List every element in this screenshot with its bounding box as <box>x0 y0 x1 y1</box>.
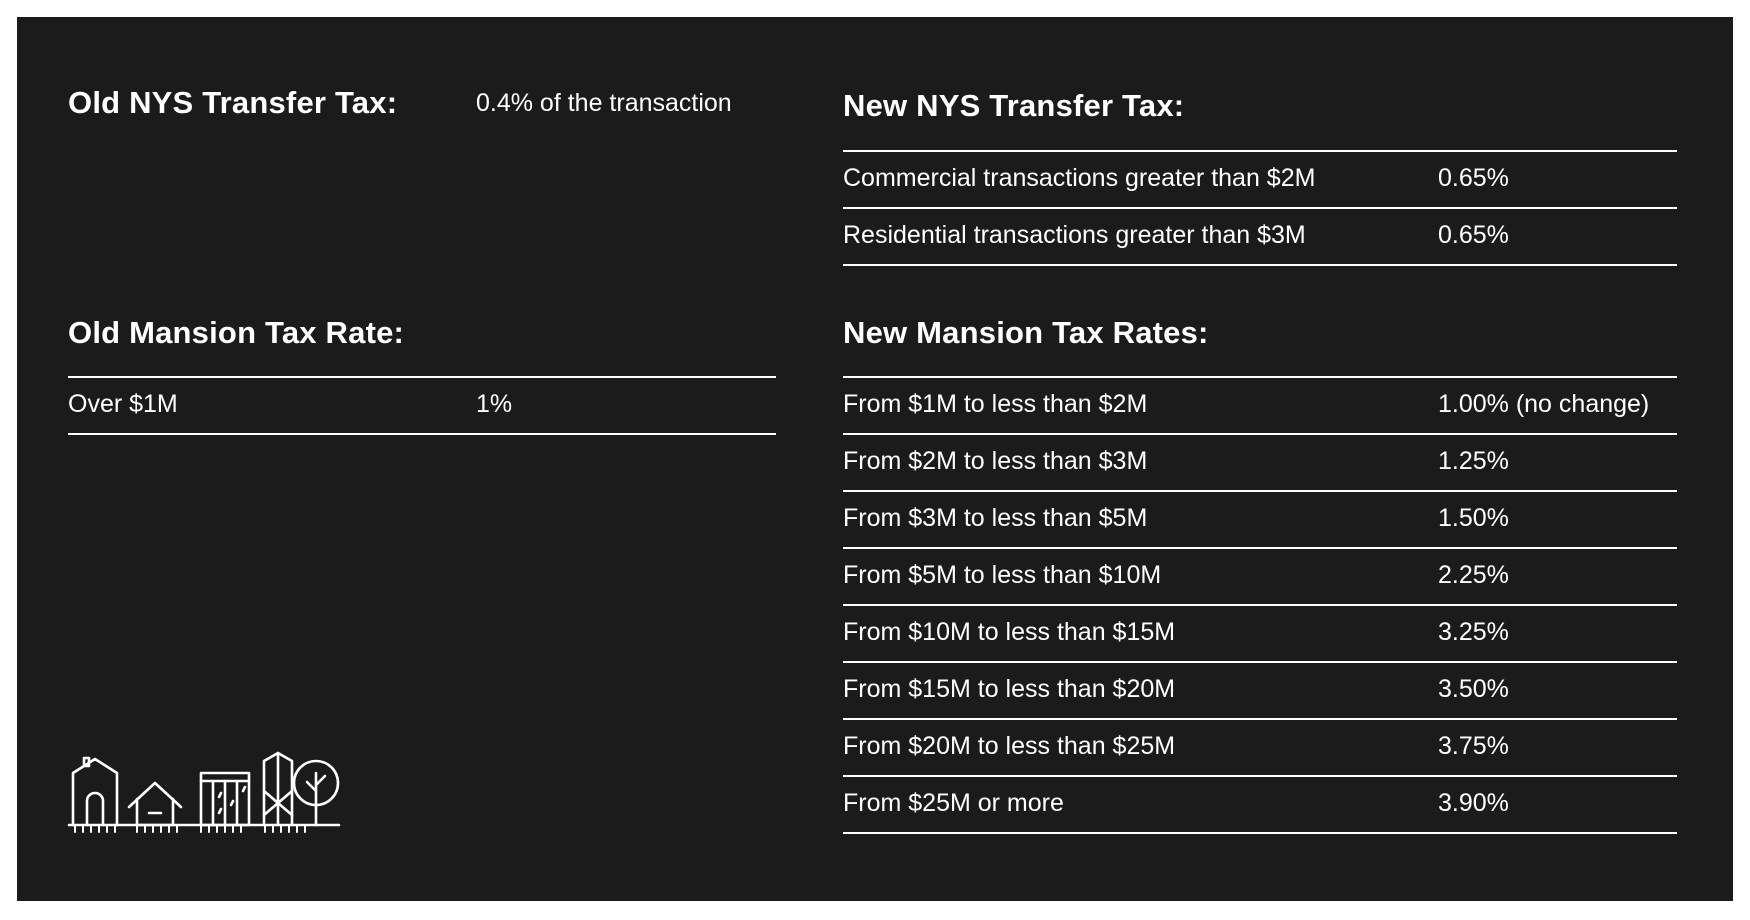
rate-label: From $2M to less than $3M <box>843 447 1148 475</box>
rate-value: 0.65% <box>1438 164 1509 192</box>
new-mansion-tax-heading: New Mansion Tax Rates: <box>843 315 1209 350</box>
table-row: From $5M to less than $10M 2.25% <box>843 549 1677 606</box>
rate-label: From $25M or more <box>843 789 1064 817</box>
rate-value: 0.65% <box>1438 221 1509 249</box>
table-row: Residential transactions greater than $3… <box>843 209 1677 266</box>
rate-label: From $15M to less than $20M <box>843 675 1176 703</box>
rate-label: From $10M to less than $15M <box>843 618 1176 646</box>
table-row: From $2M to less than $3M 1.25% <box>843 435 1677 492</box>
table-row: From $10M to less than $15M 3.25% <box>843 606 1677 663</box>
new-mansion-tax-table: From $1M to less than $2M 1.00% (no chan… <box>843 376 1677 834</box>
rate-value: 3.90% <box>1438 789 1509 817</box>
old-transfer-tax-heading: Old NYS Transfer Tax: <box>68 85 398 120</box>
table-row: From $1M to less than $2M 1.00% (no chan… <box>843 378 1677 435</box>
rate-value: 3.75% <box>1438 732 1509 760</box>
rate-label: From $3M to less than $5M <box>843 504 1148 532</box>
rate-label: From $1M to less than $2M <box>843 390 1148 418</box>
city-buildings-and-tree-icon <box>67 751 341 833</box>
table-row: From $25M or more 3.90% <box>843 777 1677 834</box>
table-row: Over $1M 1% <box>68 378 776 435</box>
rate-value: 1.50% <box>1438 504 1509 532</box>
old-transfer-tax-value: 0.4% of the transaction <box>476 89 732 117</box>
table-row: From $20M to less than $25M 3.75% <box>843 720 1677 777</box>
table-row: From $3M to less than $5M 1.50% <box>843 492 1677 549</box>
table-row: Commercial transactions greater than $2M… <box>843 152 1677 209</box>
table-row: From $15M to less than $20M 3.50% <box>843 663 1677 720</box>
rate-label: Commercial transactions greater than $2M <box>843 164 1316 192</box>
rate-value: 1.00% (no change) <box>1438 390 1650 418</box>
new-transfer-tax-table: Commercial transactions greater than $2M… <box>843 150 1677 266</box>
rate-label: From $20M to less than $25M <box>843 732 1176 760</box>
rate-label: Residential transactions greater than $3… <box>843 221 1306 249</box>
rate-value: 1% <box>476 390 513 418</box>
rate-value: 3.25% <box>1438 618 1509 646</box>
rate-value: 2.25% <box>1438 561 1509 589</box>
new-transfer-tax-heading: New NYS Transfer Tax: <box>843 88 1185 123</box>
tax-rates-panel: Old NYS Transfer Tax: 0.4% of the transa… <box>17 17 1733 901</box>
rate-label: Over $1M <box>68 390 178 418</box>
rate-value: 1.25% <box>1438 447 1509 475</box>
old-mansion-tax-heading: Old Mansion Tax Rate: <box>68 315 405 350</box>
rate-label: From $5M to less than $10M <box>843 561 1162 589</box>
old-mansion-tax-table: Over $1M 1% <box>68 376 776 435</box>
rate-value: 3.50% <box>1438 675 1509 703</box>
